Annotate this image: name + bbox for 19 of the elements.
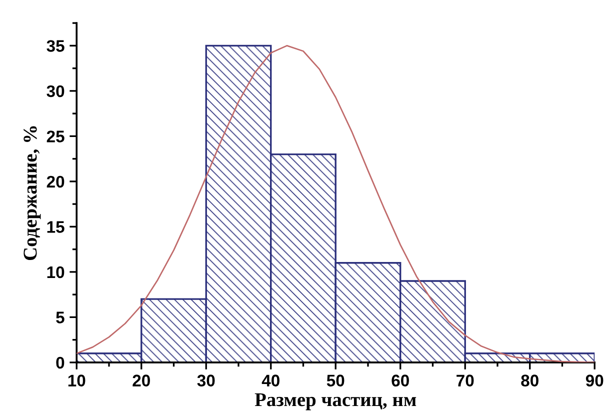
y-tick-label: 0 — [56, 356, 64, 369]
y-tick-label: 35 — [46, 40, 64, 52]
y-tick-label: 15 — [47, 221, 64, 233]
x-tick-label: 50 — [326, 374, 344, 386]
x-tick-label: 30 — [197, 374, 215, 387]
y-tick-label: 20 — [46, 176, 64, 188]
x-tick-label: 70 — [456, 374, 474, 386]
x-tick-label: 40 — [262, 374, 280, 386]
x-tick-label: 80 — [521, 374, 538, 386]
x-axis-title: Размер частиц, нм — [254, 393, 416, 410]
x-tick-label: 10 — [68, 374, 86, 386]
x-tick-label: 20 — [132, 374, 150, 386]
x-tick-label: 90 — [586, 374, 604, 386]
x-tick-label: 60 — [392, 374, 409, 386]
y-tick-label: 10 — [47, 266, 64, 278]
y-tick-label: 25 — [46, 130, 64, 142]
y-tick-label: 30 — [46, 85, 64, 98]
y-tick-label: 5 — [56, 312, 64, 324]
y-axis-title: Содержание, % — [24, 126, 41, 260]
